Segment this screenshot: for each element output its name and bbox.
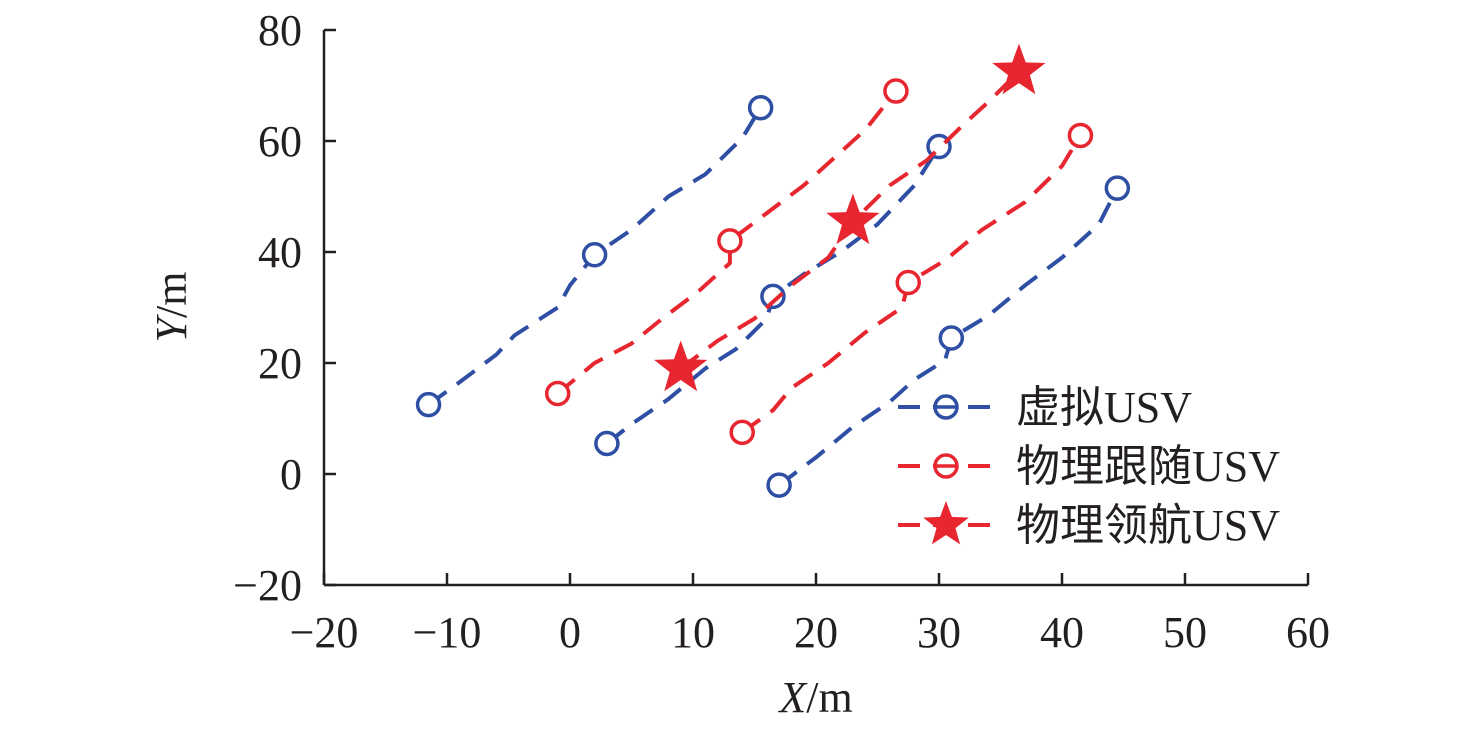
series-line (741, 134, 1083, 435)
legend-item: 物理跟随USV (898, 442, 1280, 491)
x-tick-label: 60 (1286, 608, 1330, 657)
data-point-circle (938, 325, 965, 351)
axes: −20 −10 0 10 20 30 40 50 60 −20 0 20 40 60 80 (233, 6, 1330, 657)
x-tick-label: 10 (671, 608, 715, 657)
data-point-circle (594, 430, 620, 457)
data-point-circle (581, 242, 608, 268)
series-trajectory (766, 175, 1131, 498)
series-layer (415, 43, 1131, 498)
series-trajectory (415, 94, 774, 418)
data-point-circle (895, 269, 921, 296)
data-point-circle (729, 419, 755, 446)
x-tick-label: 20 (794, 608, 838, 657)
x-axis-title: X/m (777, 673, 852, 722)
data-point-circle (1104, 175, 1131, 201)
data-point-star (654, 340, 708, 392)
data-point-circle (717, 228, 743, 254)
data-point-circle (766, 472, 792, 498)
legend-label: 虚拟USV (1016, 383, 1192, 432)
x-tick-label: 50 (1163, 608, 1207, 657)
series-trajectory (729, 122, 1094, 446)
data-point-star (826, 193, 880, 245)
x-tick-label: 0 (559, 608, 581, 657)
x-ticks: −20 −10 0 10 20 30 40 50 60 (290, 573, 1330, 657)
data-point-star (992, 43, 1046, 95)
data-point-circle (760, 283, 786, 310)
y-tick-label: 60 (258, 117, 302, 166)
legend-item: 物理领航USV (898, 501, 1280, 550)
series-line (427, 106, 763, 407)
data-point-circle (415, 391, 442, 418)
x-tick-label: 40 (1040, 608, 1084, 657)
legend-item: 虚拟USV (898, 383, 1192, 432)
x-tick-label: 30 (917, 608, 961, 657)
data-point-circle (747, 94, 774, 121)
y-tick-label: 80 (258, 6, 302, 55)
y-tick-label: −20 (233, 561, 302, 610)
legend: 虚拟USV 物理跟随USV 物理领航USV (898, 383, 1280, 550)
y-tick-label: 20 (258, 339, 302, 388)
y-ticks: −20 0 20 40 60 80 (233, 6, 336, 610)
data-point-circle (883, 78, 909, 104)
y-axis-title: Y/m (147, 272, 196, 343)
y-tick-label: 0 (280, 450, 302, 499)
series-trajectory (544, 78, 909, 407)
data-point-circle (1067, 122, 1094, 149)
x-tick-label: −10 (413, 608, 482, 657)
data-point-circle (544, 380, 571, 407)
series-trajectory (654, 43, 1046, 392)
legend-label: 物理跟随USV (1016, 442, 1280, 491)
x-tick-label: −20 (290, 608, 359, 657)
y-tick-label: 40 (258, 228, 302, 277)
series-trajectory (594, 133, 952, 457)
legend-label: 物理领航USV (1016, 501, 1280, 550)
legend-star-marker (923, 501, 969, 545)
